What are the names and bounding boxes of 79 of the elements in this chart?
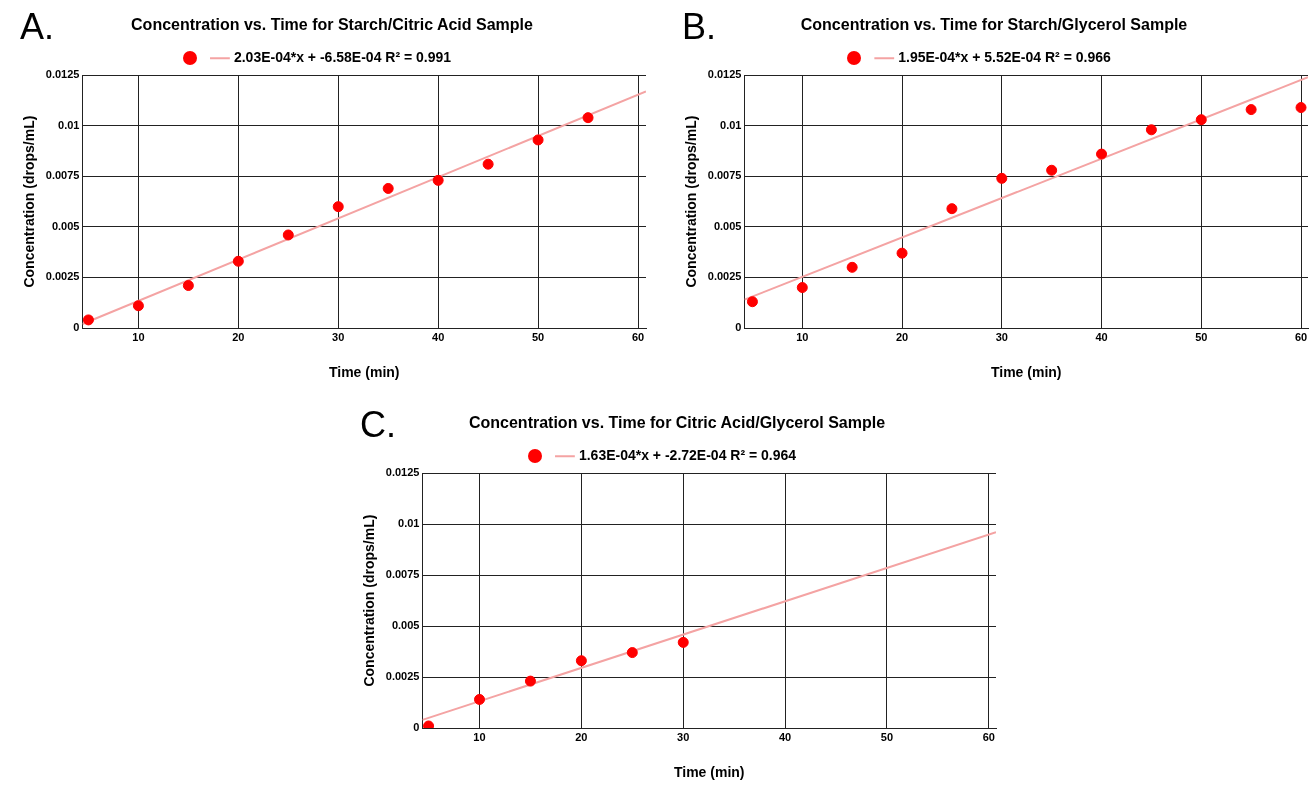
point — [996, 172, 1008, 184]
x-axis-title: Time (min) — [990, 364, 1062, 381]
y-tick-label: 0.0075 — [385, 568, 420, 581]
y-tick-label: 0 — [735, 321, 742, 334]
chart-title: Concentration vs. Time for Starch/Citric Acid Sample — [131, 16, 534, 34]
y-tick-label: 0.0125 — [385, 466, 420, 479]
point — [1046, 164, 1058, 176]
x-tick-label: 50 — [880, 730, 894, 743]
point — [575, 655, 587, 667]
y-tick-label: 0.01 — [398, 517, 420, 530]
x-tick-label: 30 — [995, 330, 1008, 343]
y-tick-label: 0 — [413, 721, 420, 734]
point — [677, 636, 689, 648]
y-axis-title: Concentration (drops/mL) — [361, 514, 378, 687]
y-tick-label: 0.0075 — [45, 169, 80, 182]
x-tick-label: 50 — [1195, 330, 1208, 343]
x-tick-label: 30 — [677, 730, 690, 743]
point — [746, 296, 758, 308]
x-tick-label: 10 — [132, 330, 145, 343]
point — [382, 182, 394, 194]
point — [82, 314, 94, 326]
point — [473, 693, 485, 705]
y-tick-label: 0.0025 — [707, 270, 742, 283]
x-tick-label: 60 — [982, 730, 995, 743]
point — [182, 280, 194, 292]
point — [532, 134, 544, 146]
point — [846, 261, 858, 273]
y-tick-label: 0.0025 — [45, 270, 80, 283]
legend-label: 1.95E-04*x + 5.52E-04 R² = 0.966 — [898, 49, 1111, 66]
legend-label: 1.63E-04*x + -2.72E-04 R² = 0.964 — [578, 447, 797, 464]
point — [332, 201, 344, 213]
point — [946, 203, 958, 215]
y-tick-label: 0.01 — [58, 118, 80, 131]
point — [432, 174, 444, 186]
text: A. — [20, 6, 55, 48]
y-tick-label: 0.01 — [720, 118, 742, 131]
point — [482, 158, 494, 170]
y-tick-label: 0.005 — [51, 219, 80, 232]
y-tick-label: 0.0125 — [707, 68, 742, 81]
point — [796, 282, 808, 294]
x-tick-label: 60 — [631, 330, 645, 343]
x-axis-title: Time (min) — [673, 764, 745, 781]
point — [1145, 124, 1157, 136]
legend-label: 2.03E-04*x + -6.58E-04 R² = 0.991 — [233, 49, 452, 66]
y-tick-label: 0.0125 — [45, 68, 80, 81]
point — [282, 229, 294, 241]
x-tick-label: 20 — [575, 730, 588, 743]
point — [132, 300, 144, 312]
point — [1195, 114, 1207, 126]
point — [1096, 148, 1108, 160]
y-tick-label: 0.0025 — [385, 670, 420, 683]
y-tick-label: 0.005 — [391, 619, 420, 632]
point — [582, 112, 594, 124]
point — [1295, 102, 1307, 114]
x-tick-label: 40 — [778, 730, 792, 743]
y-axis-title: Concentration (drops/mL) — [21, 115, 38, 288]
x-tick-label: 60 — [1294, 330, 1308, 343]
x-tick-label: 10 — [473, 730, 486, 743]
point — [626, 647, 638, 659]
x-tick-label: 40 — [1095, 330, 1108, 343]
text: C. — [360, 404, 396, 446]
x-tick-label: 50 — [531, 330, 545, 343]
y-axis-title: Concentration (drops/mL) — [683, 115, 700, 288]
point — [896, 247, 908, 259]
chart-title: Concentration vs. Time for Starch/Glycerol Sample — [800, 16, 1188, 34]
x-axis-title: Time (min) — [328, 364, 400, 381]
x-tick-label: 20 — [232, 330, 245, 343]
chart-title: Concentration vs. Time for Citric Acid/Glycerol Sample — [468, 414, 886, 432]
point — [232, 255, 244, 267]
y-tick-label: 0.0075 — [707, 169, 742, 182]
point — [524, 675, 536, 687]
x-tick-label: 40 — [432, 330, 445, 343]
x-tick-label: 20 — [895, 330, 909, 343]
text: B. — [682, 6, 717, 48]
x-tick-label: 30 — [332, 330, 345, 343]
point — [1245, 104, 1257, 116]
y-tick-label: 0.005 — [713, 219, 742, 232]
x-tick-label: 10 — [796, 330, 809, 343]
y-tick-label: 0 — [73, 321, 80, 334]
